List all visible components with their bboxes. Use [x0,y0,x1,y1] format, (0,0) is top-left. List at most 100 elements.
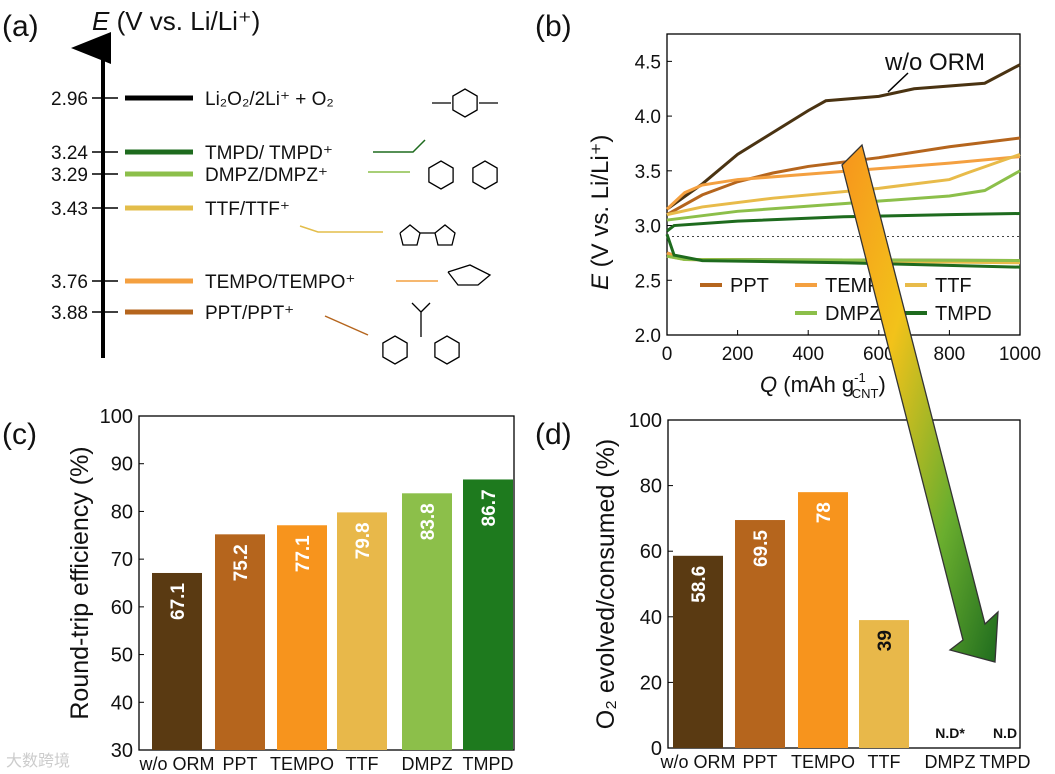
y-axis-label-d: O₂ evolved/consumed (%) [592,439,620,729]
level-label-2: DMPZ/DMPZ⁺ [205,165,328,186]
annotation-pointer [887,72,909,93]
y-tick-label: 40 [640,607,662,629]
y-tick-label: 50 [111,645,133,667]
level-label-0: Li₂O₂/2Li⁺ + O₂ [205,89,334,110]
bar-value-label: 78 [814,502,835,523]
bar-TEMPO [798,492,848,748]
level-label-4: TEMPO/TEMPO⁺ [205,272,355,293]
ring [452,88,478,118]
y-axis-label-b: E (V vs. Li/Li⁺) [587,135,614,290]
panel-label-d: (d) [535,418,572,451]
bar-value-label: 58.6 [689,566,710,603]
bar-woORM [152,572,202,750]
series-line-woORM-charge [666,63,1021,211]
x-tick-label: PPT [742,752,777,772]
y-tick-label: 60 [640,541,662,563]
ring [434,335,460,365]
x-tick-label: DMPZ [925,752,976,772]
y-tick-label: 30 [111,740,133,762]
bar-value-label-nd: N.D [993,725,1017,741]
y-tick-label: 4.5 [635,52,661,73]
tick-label: 3.24 [51,143,88,164]
x-tick-label: 400 [792,344,824,365]
series-line-TMPD-discharge [665,233,1021,269]
bar-value-label: 83.8 [418,503,439,540]
watermark: 大数跨境 [6,751,70,770]
series-line-TTF-charge [666,152,1021,217]
x-tick-label: 0 [662,344,673,365]
x-tick-label: 800 [934,344,966,365]
bar-value-label-nd: N.D* [935,725,965,741]
y-tick-label: 20 [640,672,662,694]
x-tick-label: w/o ORM [659,752,735,772]
x-tick-label: PPT [222,754,257,774]
bar-value-label: 75.2 [231,544,252,581]
x-tick-label: DMPZ [402,754,453,774]
series-line-TMPD-charge [666,212,1021,233]
x-tick-label: TMPD [980,752,1031,772]
bar-value-label: 67.1 [168,583,189,620]
panel-label-a: (a) [2,10,39,43]
series-line-PPT-charge [666,136,1021,216]
bar-value-label: 39 [875,630,896,651]
tick-label: 3.29 [51,165,88,186]
y-tick-label: 2.5 [635,271,661,292]
y-tick-label: 80 [111,501,133,523]
ring [472,160,498,190]
connector-line [299,225,383,233]
bond [420,302,431,313]
y-tick-label: 100 [629,410,662,432]
bar-TTF [337,512,387,750]
level-label-3: TTF/TTF⁺ [205,199,290,220]
bar-PPT [735,520,785,748]
legend-label-DMPZ: DMPZ [825,303,882,325]
panel-label-b: (b) [535,10,572,43]
bar-value-label: 79.8 [353,522,374,559]
y-tick-label: 70 [111,549,133,571]
x-tick-label: 600 [863,344,895,365]
legend-label-PPT: PPT [730,275,769,297]
y-tick-label: 60 [111,597,133,619]
x-tick-label: TTF [346,754,379,774]
tick-label: 2.96 [51,89,88,110]
y-tick-label: 80 [640,476,662,498]
series-line-DMPZ-charge [666,169,1021,222]
ring [434,224,456,246]
y-tick-label: 40 [111,692,133,714]
bar-TMPD [463,479,513,750]
bond [411,302,422,337]
legend-label-TTF: TTF [935,275,972,297]
x-tick-label: w/o ORM [138,754,214,774]
y-tick-label: 3.5 [635,162,661,183]
y-tick-label: 90 [111,454,133,476]
bar-value-label: 77.1 [293,535,314,572]
trend-arrow-icon [841,143,999,663]
x-tick-label: TEMPO [270,754,334,774]
connector-line [324,315,369,336]
x-tick-label: TTF [868,752,901,772]
x-tick-label: TEMPO [791,752,855,772]
series-line-DMPZ-discharge [666,254,1021,263]
plot-frame-b [666,33,1021,336]
axis-title: E (V vs. Li/Li⁺) [92,6,260,36]
connector-line [373,139,426,153]
level-label-5: PPT/PPT⁺ [205,303,294,324]
bar-DMPZ [402,493,452,750]
y-tick-label: 0 [651,738,662,760]
legend-label-TMPD: TMPD [935,303,992,325]
bar-woORM [673,555,723,748]
y-tick-label: 100 [100,406,133,428]
bar-PPT [215,534,265,750]
series-line-TEMPO-charge [665,155,1021,211]
x-tick-label: TMPD [463,754,514,774]
level-label-1: TMPD/ TMPD⁺ [205,143,333,164]
tick-label: 3.76 [51,272,88,293]
y-axis-label-c: Round-trip efficiency (%) [66,446,94,719]
annotation-wo-orm: w/o ORM [884,49,985,76]
tick-label: 3.88 [51,303,88,324]
ring [447,264,492,286]
x-axis-label-b: Q (mAh g-1 CNT) [760,370,886,401]
ring [428,160,454,190]
x-tick-label: 1000 [999,344,1041,365]
